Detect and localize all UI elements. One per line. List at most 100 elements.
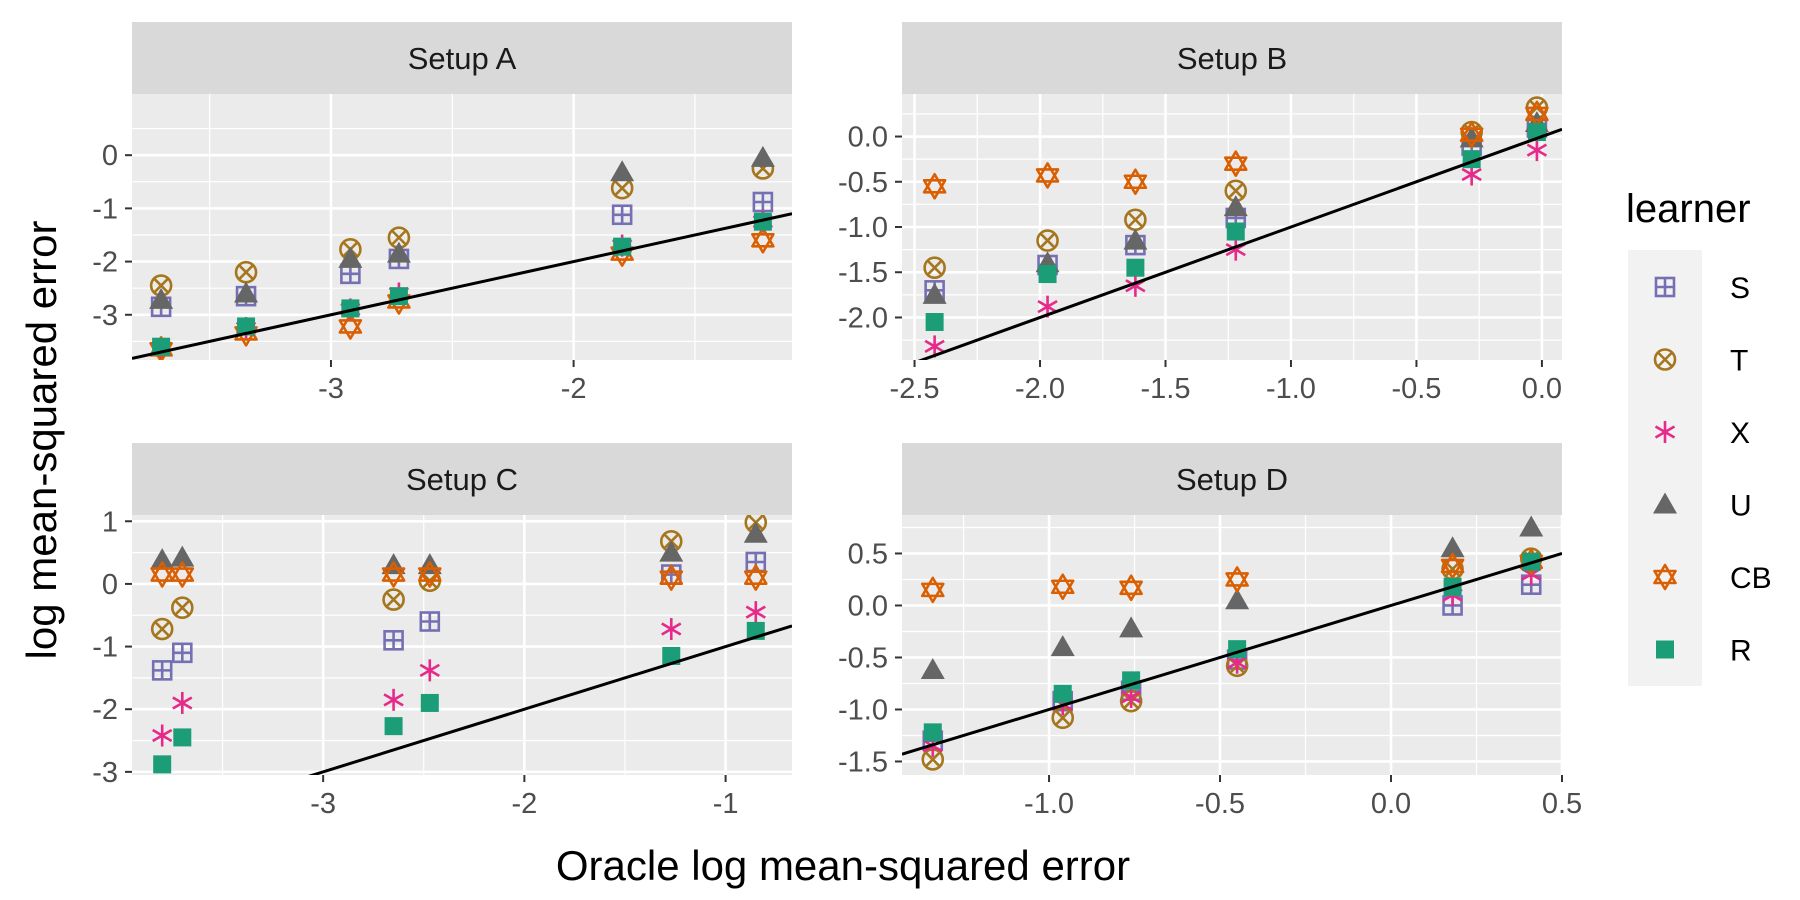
- data-point-cb: [1035, 162, 1060, 189]
- data-point-x: [1120, 686, 1142, 708]
- legend-key-background: [1628, 250, 1702, 686]
- y-tick-label: -3: [92, 300, 118, 332]
- data-point-s: [383, 630, 404, 651]
- legend-label: X: [1730, 417, 1750, 450]
- data-point-u: [149, 287, 174, 309]
- reference-line: [132, 212, 792, 360]
- legend-item-u: U: [1653, 490, 1752, 523]
- facet-panel: Setup A -3 -2 0 -1 -2 -3: [92, 22, 792, 405]
- x-tick-label: -2.5: [890, 373, 940, 405]
- data-point-u: [150, 548, 175, 570]
- data-point-r: [173, 728, 192, 747]
- y-tick-label: -3: [92, 757, 118, 789]
- y-tick-label: -0.5: [838, 167, 888, 199]
- reference-line: [902, 552, 1562, 756]
- data-point-cb: [1123, 168, 1148, 196]
- data-point-u: [750, 145, 775, 167]
- legend-label: CB: [1730, 562, 1772, 595]
- data-point-cb: [1119, 574, 1143, 602]
- legend-label: S: [1730, 272, 1750, 305]
- data-point-t: [1124, 208, 1147, 232]
- data-point-u: [1459, 126, 1484, 148]
- data-point-s: [172, 642, 193, 664]
- data-point-u: [1225, 588, 1250, 610]
- x-tick-label: -1: [713, 788, 739, 820]
- grid-lines: [132, 515, 792, 775]
- legend-label: U: [1730, 490, 1752, 523]
- facet-panel: Setup D -1.0 -0.5 0.0 0.5 0.5 0.0 -0.5 -1.0 -1.5: [838, 443, 1582, 820]
- y-tick-label: 1: [102, 506, 118, 538]
- data-point-r: [1126, 258, 1145, 277]
- x-tick-label: 0.5: [1542, 788, 1582, 820]
- data-point-u: [743, 521, 768, 543]
- data-point-t: [923, 256, 946, 280]
- data-point-u: [386, 241, 411, 263]
- y-tick-label: 0: [102, 569, 118, 601]
- x-tick-label: -0.5: [1391, 373, 1441, 405]
- data-point-r: [1053, 684, 1072, 703]
- facet-panels: Setup A -3 -2 0 -1 -2 -3 Setup B -2.5 -2.0 -1.5 -1.…: [92, 22, 1582, 820]
- y-tick-label: -1: [92, 193, 118, 225]
- facet-panel: Setup B -2.5 -2.0 -1.5 -1.0 -0.5 0.0 0.0 -0.5 -1.…: [838, 22, 1562, 405]
- data-point-x: [419, 659, 440, 682]
- data-point-cb: [1050, 573, 1075, 601]
- y-tick-label: 0.5: [848, 538, 888, 570]
- data-point-cb: [150, 561, 174, 588]
- data-point-r: [1038, 265, 1057, 284]
- data-point-cb: [751, 227, 775, 254]
- legend-key-t: [1653, 348, 1677, 371]
- data-point-t: [171, 596, 194, 620]
- legend-title: learner: [1626, 187, 1751, 231]
- data-point-u: [922, 282, 947, 304]
- data-point-r: [925, 313, 944, 331]
- y-tick-label: -1.5: [838, 746, 888, 778]
- y-tick-label: -2: [92, 694, 118, 726]
- legend-label: T: [1730, 345, 1748, 378]
- data-point-cb: [1225, 566, 1249, 593]
- panel-background: [132, 515, 792, 775]
- data-point-cb: [1525, 100, 1549, 128]
- legend-item-r: R: [1656, 635, 1752, 668]
- facet-strip: [902, 443, 1562, 515]
- legend-key-u: [1653, 492, 1677, 514]
- data-points: [150, 515, 768, 774]
- facet-strip-label: Setup A: [408, 41, 517, 76]
- y-tick-label: -0.5: [838, 642, 888, 674]
- x-tick-label: -1.0: [1024, 788, 1074, 820]
- legend: learner S T X U CB R: [1626, 187, 1772, 686]
- x-tick-label: 0.0: [1522, 373, 1562, 405]
- legend-item-s: S: [1654, 272, 1750, 305]
- y-tick-label: -1.5: [838, 257, 888, 289]
- reference-line: [308, 624, 792, 775]
- data-point-cb: [381, 561, 406, 588]
- y-axis-title: log mean-squared error: [18, 221, 65, 660]
- data-point-u: [610, 160, 635, 182]
- data-point-cb: [338, 313, 363, 340]
- data-point-u: [1440, 536, 1465, 558]
- data-point-cb: [1459, 121, 1484, 149]
- data-point-t: [1036, 229, 1059, 252]
- data-point-r: [384, 717, 403, 736]
- data-point-s: [151, 660, 173, 681]
- data-point-u: [1223, 195, 1248, 217]
- legend-key-s: [1654, 276, 1676, 298]
- data-point-cb: [170, 561, 195, 588]
- data-point-u: [338, 246, 363, 268]
- x-tick-label: -1.5: [1141, 373, 1191, 405]
- x-tick-label: -2.0: [1015, 373, 1065, 405]
- data-point-cb: [659, 564, 684, 591]
- data-points: [149, 145, 775, 360]
- y-tick-label: 0.0: [848, 590, 888, 622]
- data-point-x: [172, 691, 193, 714]
- data-point-u: [1119, 616, 1144, 638]
- legend-key-r: [1656, 640, 1674, 659]
- data-point-cb: [418, 561, 442, 588]
- data-points: [920, 515, 1544, 771]
- x-tick-label: -2: [561, 373, 587, 405]
- x-tick-label: -2: [511, 788, 537, 820]
- data-point-t: [150, 617, 174, 641]
- x-tick-label: -3: [310, 788, 336, 820]
- facet-panel: Setup C -3 -2 -1 1 0 -1 -2 -3: [92, 443, 792, 820]
- data-point-r: [753, 212, 772, 231]
